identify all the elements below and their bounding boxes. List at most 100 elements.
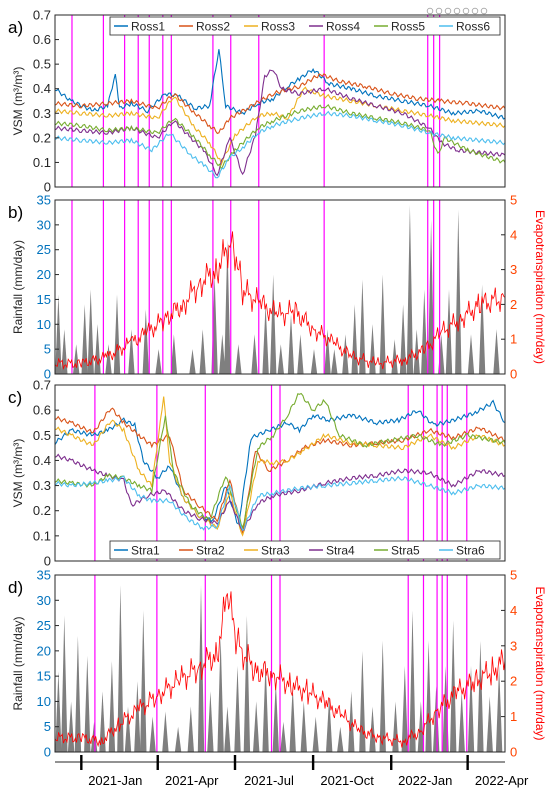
legend-entry-ross3: Ross3 xyxy=(261,20,295,34)
rainfall-spike xyxy=(467,666,475,752)
rainfall-spike xyxy=(219,334,226,374)
y-tick-label: 0.5 xyxy=(33,428,51,443)
rainfall-spike xyxy=(280,721,287,752)
series-line-stra5 xyxy=(54,392,506,530)
series-line-stra6 xyxy=(54,475,506,531)
y-tick-label-left: 10 xyxy=(37,317,51,332)
rainfall-spike xyxy=(478,284,486,374)
rainfall-spike xyxy=(312,716,319,752)
rainfall-spike xyxy=(495,666,503,752)
rainfall-spike xyxy=(458,691,465,752)
rainfall-spike xyxy=(217,635,224,752)
y-tick-label: 0.3 xyxy=(33,106,51,121)
y-tick-label-right: 5 xyxy=(510,193,517,208)
y-tick-label-left: 20 xyxy=(37,643,51,658)
panel-label: d) xyxy=(8,578,23,597)
rainfall-spike xyxy=(243,615,251,752)
rainfall-spike xyxy=(289,686,296,752)
y-tick-label: 0.6 xyxy=(33,32,51,47)
rainfall-spike xyxy=(253,701,260,752)
rainfall-spike xyxy=(105,344,112,374)
rainfall-spike xyxy=(277,344,284,374)
rainfall-spike xyxy=(379,640,386,752)
chart-panel-c: 0 0.1 0.2 0.3 0.4 0.5 0.6 0.7 VSM (m³/m³) c) Stra1… xyxy=(8,378,506,569)
rainfall-spike xyxy=(124,706,132,752)
rainfall-spike xyxy=(331,349,338,374)
rainfall-spike xyxy=(401,666,408,752)
toolbar-icon xyxy=(471,7,479,15)
series-line-ross3 xyxy=(54,86,506,167)
rainfall-spike xyxy=(351,304,358,374)
y-tick-label-left: 15 xyxy=(37,292,51,307)
y-axis-label: VSM (m³/m³) xyxy=(11,439,25,508)
toolbar-icon xyxy=(462,7,470,15)
y-tick-label: 0.1 xyxy=(33,155,51,170)
y-tick-label-right: 4 xyxy=(510,603,517,618)
rainfall-spike xyxy=(493,329,500,374)
toolbar-icon xyxy=(426,7,434,15)
rainfall-spike xyxy=(486,696,493,752)
rainfall-spike xyxy=(84,655,91,752)
series-line-ross1 xyxy=(54,49,506,120)
y-tick-label-right: 1 xyxy=(510,709,517,724)
y-tick-label-left: 30 xyxy=(37,217,51,232)
legend-entry-stra1: Stra1 xyxy=(131,544,160,558)
rainfall-spike xyxy=(142,309,149,374)
rainfall-spike xyxy=(455,209,462,374)
legend-entry-ross4: Ross4 xyxy=(326,20,360,34)
rainfall-spike xyxy=(417,701,425,752)
rainfall-spike xyxy=(324,329,331,374)
rainfall-spike xyxy=(99,691,106,752)
rainfall-spike xyxy=(477,640,484,752)
chart-panel-a: 0 0.1 0.2 0.3 0.4 0.5 0.6 0.7 VSM (m³/m³) a) Ross1… xyxy=(8,8,506,195)
x-tick-label: 2022-Apr xyxy=(475,773,529,788)
panel-label: a) xyxy=(8,18,23,37)
legend-box xyxy=(109,540,501,560)
rainfall-spike xyxy=(189,349,196,374)
evapotranspiration-line xyxy=(54,231,506,370)
rainfall-spike xyxy=(342,334,349,374)
rainfall-spike xyxy=(149,716,156,752)
rainfall-spike xyxy=(162,711,169,752)
rainfall-spike xyxy=(74,635,82,752)
series-line-ross6 xyxy=(54,110,506,179)
rainfall-spike xyxy=(379,274,386,374)
y-tick-label: 0.2 xyxy=(33,130,51,145)
rainfall-spike xyxy=(55,294,62,374)
rainfall-spike xyxy=(87,289,94,374)
legend-entry-ross5: Ross5 xyxy=(391,20,425,34)
rainfall-spike xyxy=(234,666,241,752)
y-tick-label-left: 10 xyxy=(37,694,51,709)
rainfall-spike xyxy=(235,344,242,374)
rainfall-spike xyxy=(300,701,307,752)
rainfall-spike xyxy=(450,620,457,752)
y-tick-label-right: 1 xyxy=(510,332,517,347)
rainfall-spike xyxy=(310,349,318,374)
legend-entry-ross2: Ross2 xyxy=(196,20,230,34)
panel-label: b) xyxy=(8,203,23,222)
legend-entry-stra4: Stra4 xyxy=(326,544,355,558)
rainfall-spike xyxy=(155,349,162,374)
rainfall-spike xyxy=(326,696,333,752)
toolbar-icon xyxy=(435,7,443,15)
legend-entry-stra6: Stra6 xyxy=(456,544,485,558)
series-line-stra4 xyxy=(54,453,506,531)
axes-box xyxy=(54,14,506,188)
y-axis-label-right: Evapotranspiration (mm/day) xyxy=(533,210,547,364)
toolbar-icon xyxy=(480,7,488,15)
y-tick-label: 0.4 xyxy=(33,453,51,468)
legend: Ross1 Ross2 Ross3 Ross4 Ross5 Ross6 xyxy=(109,16,501,36)
rainfall-spike xyxy=(117,585,124,752)
rainfall-spike xyxy=(262,661,269,752)
rainfall-spike xyxy=(55,671,62,752)
y-tick-label-right: 3 xyxy=(510,262,517,277)
chart-panel-b: 0 5 10 15 20 25 30 35 0 1 2 3 4 5 Rainfall (mm/day) Eva… xyxy=(8,193,547,382)
rainfall-spike xyxy=(251,334,258,374)
axes-toolbar-icons xyxy=(426,7,488,15)
rainfall-spike xyxy=(94,324,101,374)
x-tick-label: 2021-Apr xyxy=(165,773,219,788)
rainfall-spike xyxy=(399,304,407,374)
axes-box xyxy=(54,199,506,375)
y-tick-label-left: 0 xyxy=(44,367,51,382)
y-tick-label-left: 0 xyxy=(44,745,51,760)
